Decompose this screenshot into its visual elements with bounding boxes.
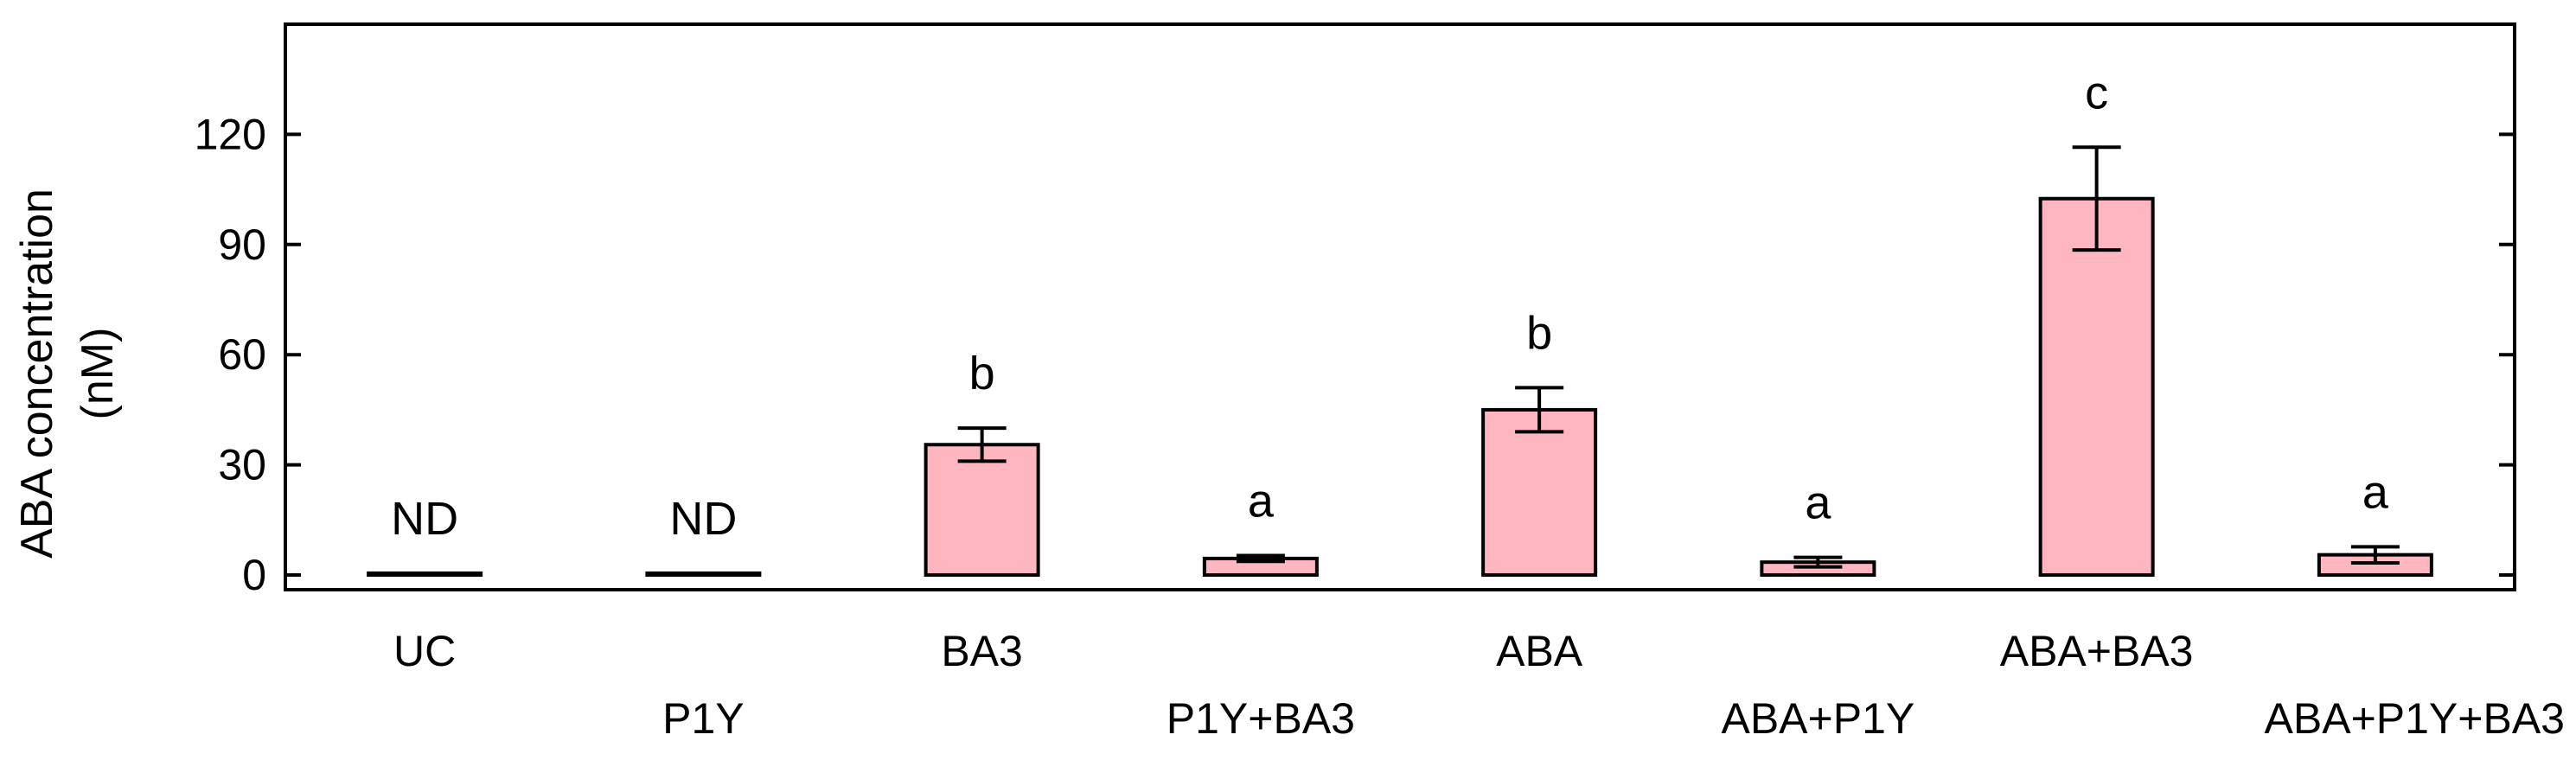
bar xyxy=(1481,407,1598,578)
significance-label: b xyxy=(969,348,995,399)
x-category-label: P1Y+BA3 xyxy=(1167,694,1355,743)
y-tick-label: 120 xyxy=(195,110,266,158)
significance-label: c xyxy=(2085,67,2108,118)
bar xyxy=(2038,196,2155,578)
bar xyxy=(645,571,762,578)
y-axis: 0 30 60 90 120 xyxy=(195,110,2515,599)
y-axis-title-line2: (nM) xyxy=(73,328,123,420)
x-category-label: BA3 xyxy=(941,627,1023,675)
x-category-label: UC xyxy=(393,627,456,675)
x-category-label: ABA+P1Y+BA3 xyxy=(2265,694,2565,743)
y-tick-label: 30 xyxy=(218,441,266,489)
bar xyxy=(367,571,483,578)
x-category-label: ABA+P1Y xyxy=(1721,694,1914,743)
x-category-label: P1Y xyxy=(662,694,745,743)
plot-frame xyxy=(284,22,2516,591)
x-category-label: ABA xyxy=(1496,627,1583,675)
significance-label: b xyxy=(1526,307,1552,359)
y-tick-label: 0 xyxy=(242,551,266,599)
significance-label: ND xyxy=(669,493,737,545)
bars: ND ND b a b a c a xyxy=(367,67,2433,578)
significance-label: a xyxy=(1805,477,1831,529)
x-axis-labels: UC P1Y BA3 P1Y+BA3 ABA ABA+P1Y ABA+BA3 ABA+P1Y+… xyxy=(393,627,2565,743)
x-category-label: ABA+BA3 xyxy=(2000,627,2194,675)
y-tick-label: 60 xyxy=(218,330,266,379)
y-tick-label: 90 xyxy=(218,220,266,269)
bar xyxy=(924,443,1040,578)
y-axis-title-line1: ABA concentration xyxy=(12,188,62,559)
significance-label: ND xyxy=(391,493,458,545)
significance-label: a xyxy=(2362,466,2389,518)
significance-label: a xyxy=(1248,476,1275,527)
